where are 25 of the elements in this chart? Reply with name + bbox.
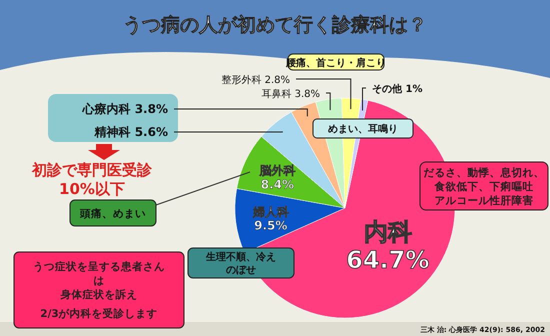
slice-label: 心療内科 3.8% [82,102,168,116]
text: は [94,275,104,287]
slice-label: 整形外科 2.8% [221,74,290,86]
text: 生理不順、冷え [205,251,276,263]
text: うつ症状を呈する患者さん [33,260,165,273]
slice-label: その他 1% [372,83,422,95]
text: 10%以下 [59,180,125,198]
data-label: 8.4% [260,178,294,192]
text: アルコール性肝障害 [434,194,534,207]
slice-label: 婦人科 [252,204,289,219]
slice-label: 内科 [364,218,412,246]
text: 身体症状を訴え [60,288,138,301]
text: 初診で専門医受診 [31,161,153,179]
data-label: 9.5% [254,218,288,233]
text: めまい、耳鳴り [328,123,398,135]
slice-label: 耳鼻科 3.8% [261,88,320,100]
text: のぼせ [226,265,256,276]
chart-title: うつ病の人が初めて行く診療科は？ [123,14,427,36]
slice-label: 脳外科 [258,164,296,178]
data-label: 64.7% [346,246,430,274]
text: 頭痛、めまい [79,207,146,220]
slice-label: 精神科 5.6% [94,125,168,139]
text: 食欲低下、下痢嘔吐 [434,180,534,193]
text: 2/3が内科を受診します [40,307,158,320]
text: だるさ、動悸、息切れ、 [424,166,544,179]
